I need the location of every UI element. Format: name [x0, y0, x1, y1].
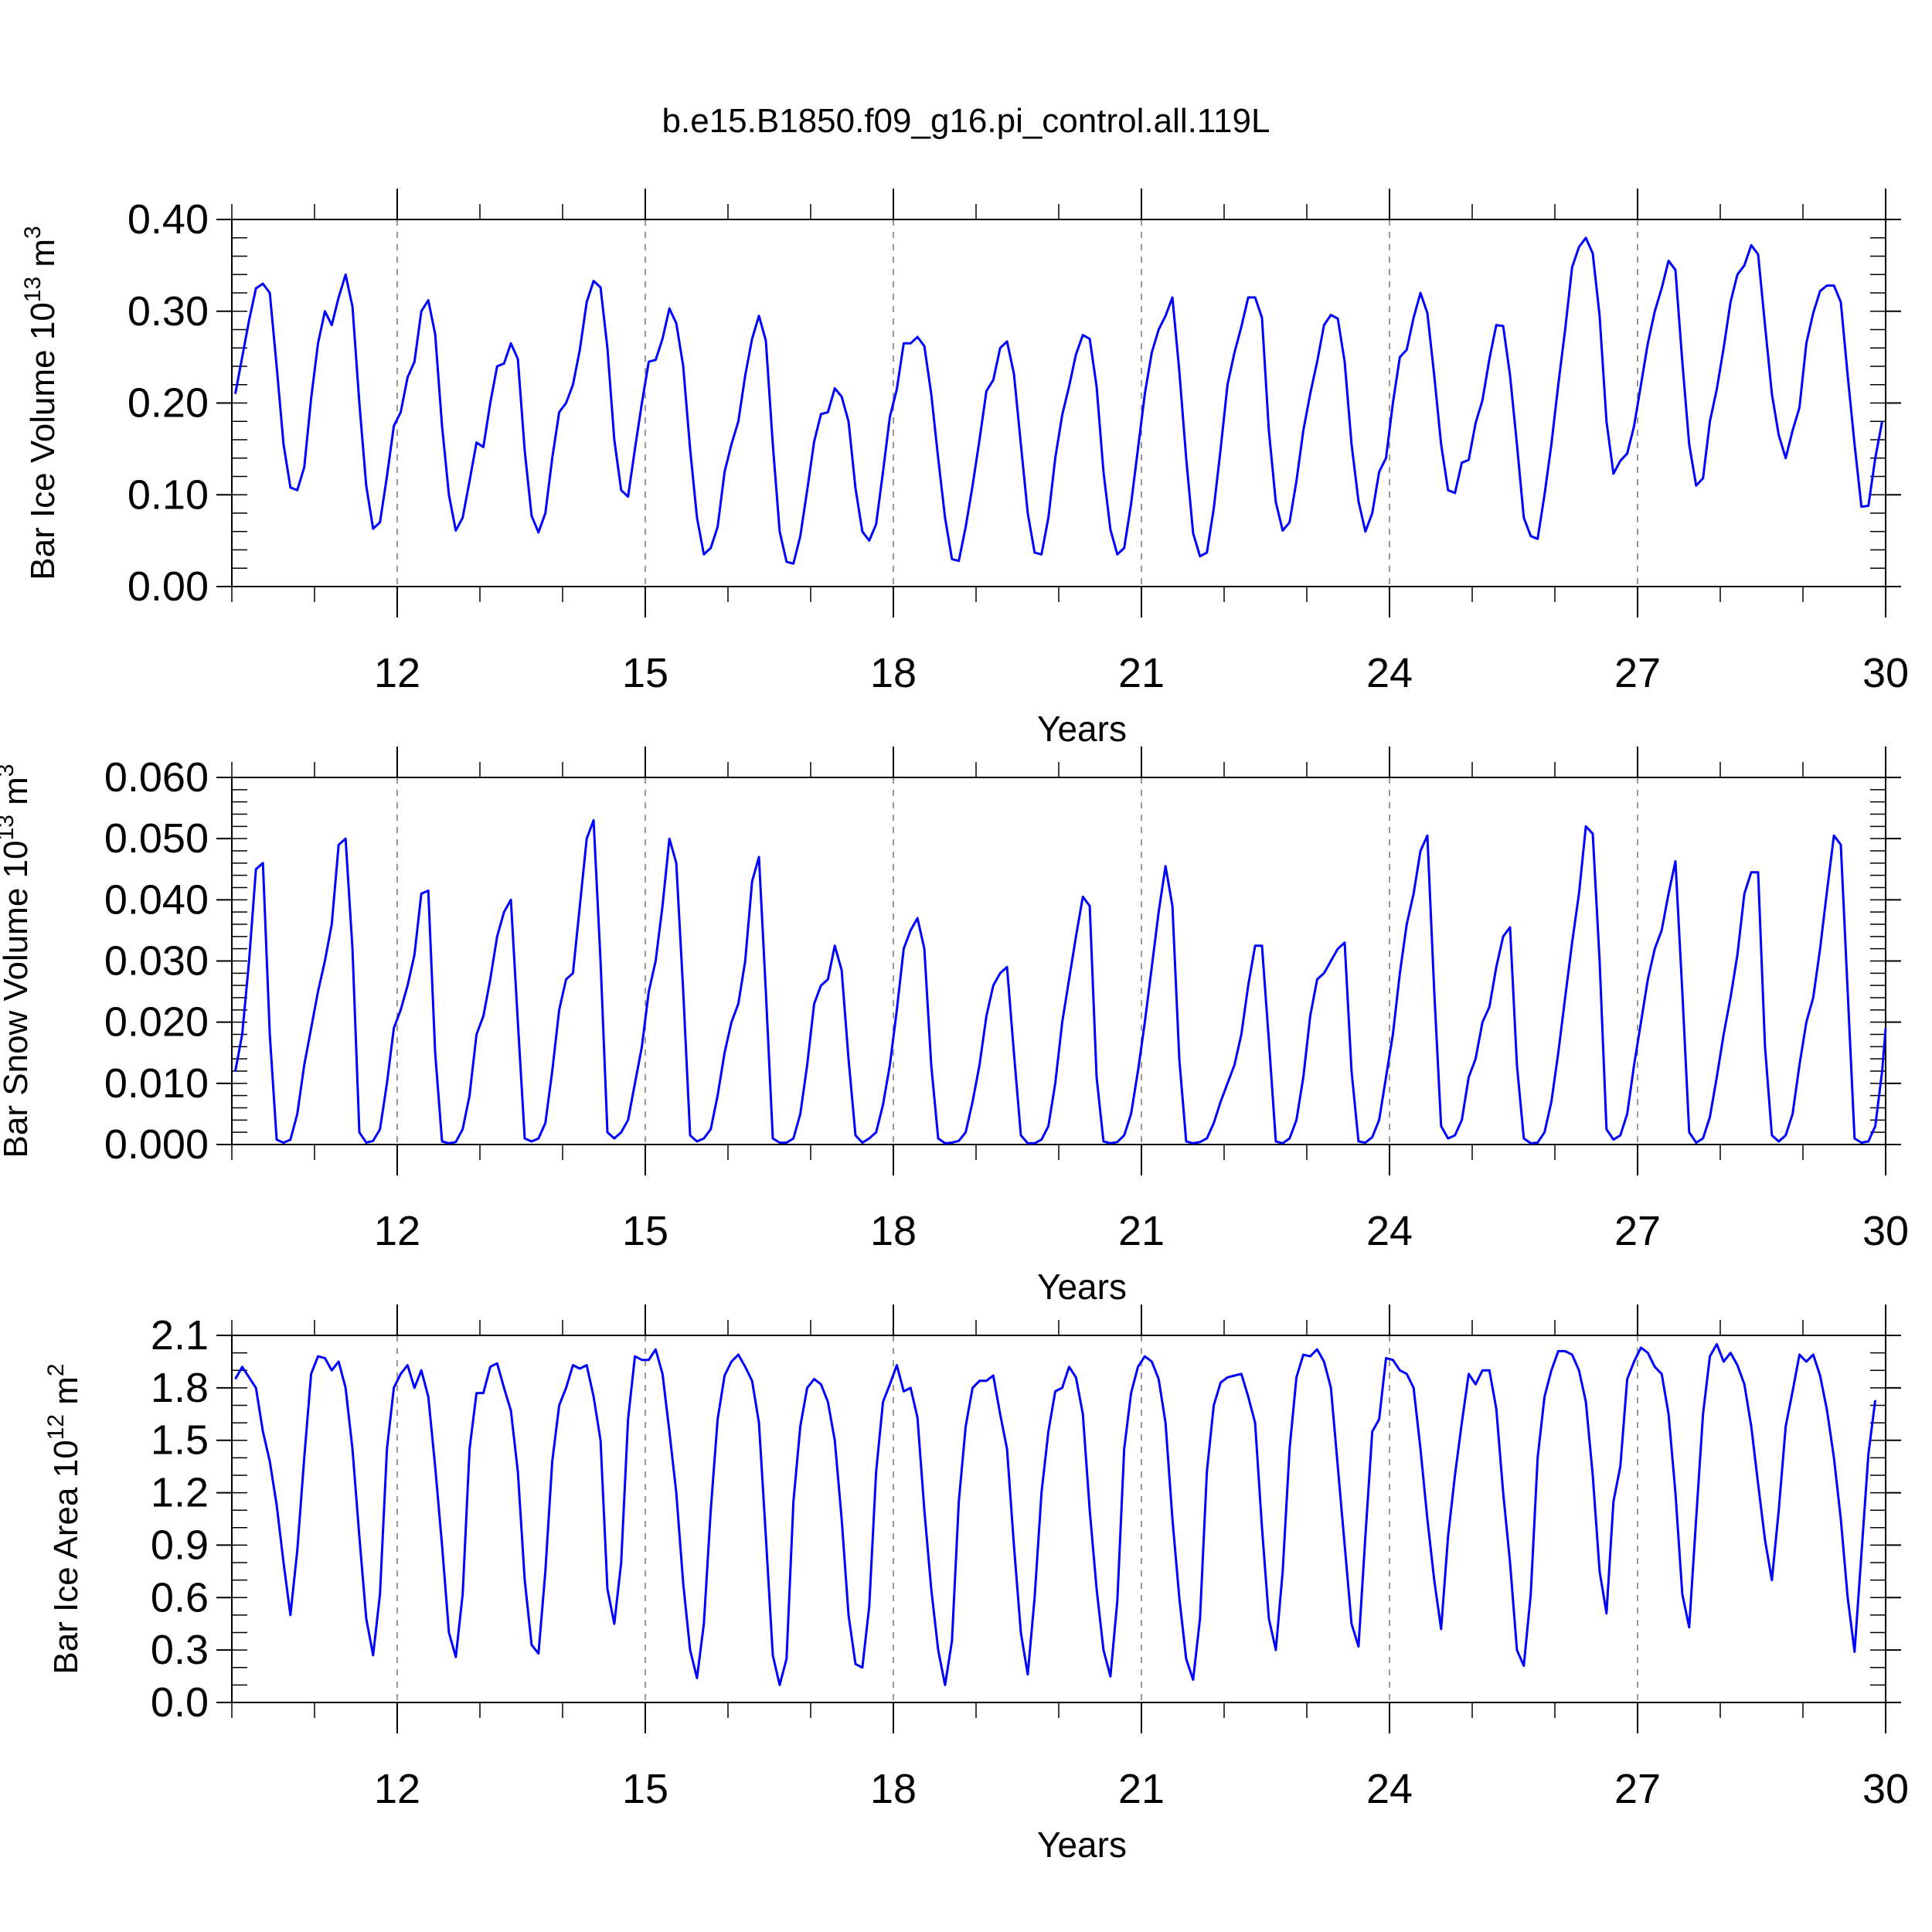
x-tick-label: 27: [1614, 1208, 1661, 1254]
y-tick-label: 0.040: [104, 876, 209, 923]
x-tick-label: 15: [622, 1766, 668, 1812]
series-line: [234, 1342, 1877, 1686]
x-tick-label: 27: [1614, 650, 1661, 696]
x-tick-label: 21: [1118, 1766, 1165, 1812]
panel-1: 0.00 0.10 0.20 0.30 0.40 12 15 18 21 24 27 30 Years B…: [20, 189, 1909, 749]
x-tick-label: 15: [622, 650, 668, 696]
y-tick-label: 0.10: [128, 471, 209, 518]
x-tick-label: 18: [870, 650, 917, 696]
x-tick-label: 18: [870, 1208, 917, 1254]
y-tick-label: 0.6: [151, 1574, 209, 1621]
y-tick-label: 0.40: [128, 196, 209, 243]
y-tick-label: 0.060: [104, 754, 209, 801]
y-tick-label: 0.3: [151, 1627, 209, 1673]
x-axis-label: Years: [1037, 709, 1127, 749]
x-axis-label: Years: [1037, 1825, 1127, 1865]
panel-3: 0.0 0.3 0.6 0.9 1.2 1.5 1.8 2.1 12 15 18 21 24 27 30 Ye…: [43, 1304, 1909, 1865]
y-axis-label: Bar Snow Volume 1013 m3: [0, 764, 35, 1158]
panel-2: 0.000 0.010 0.020 0.030 0.040 0.050 0.060 12 15 1…: [0, 747, 1909, 1307]
y-tick-label: 0.30: [128, 288, 209, 335]
x-tick-label: 12: [374, 650, 420, 696]
y-tick-label: 1.5: [151, 1417, 209, 1464]
x-tick-label: 15: [622, 1208, 668, 1254]
y-tick-label: 0.000: [104, 1121, 209, 1168]
x-tick-label: 30: [1862, 650, 1909, 696]
y-tick-label: 0.0: [151, 1679, 209, 1726]
x-tick-label: 24: [1366, 1208, 1413, 1254]
x-tick-label: 27: [1614, 1766, 1661, 1812]
x-tick-label: 24: [1366, 650, 1413, 696]
x-tick-label: 12: [374, 1766, 420, 1812]
y-axis-label: Bar Ice Area 1012 m2: [43, 1363, 85, 1674]
y-tick-label: 0.20: [128, 380, 209, 427]
x-axis-label: Years: [1037, 1267, 1127, 1307]
series-line: [234, 236, 1883, 565]
y-tick-label: 0.020: [104, 999, 209, 1046]
y-tick-label: 0.00: [128, 563, 209, 610]
x-tick-label: 30: [1862, 1766, 1909, 1812]
x-tick-label: 12: [374, 1208, 420, 1254]
y-tick-label: 2.1: [151, 1312, 209, 1359]
y-axis-label: Bar Ice Volume 1013 m3: [20, 226, 62, 580]
series-line: [234, 818, 1887, 1145]
x-tick-label: 24: [1366, 1766, 1413, 1812]
y-tick-label: 0.010: [104, 1060, 209, 1107]
y-tick-label: 1.2: [151, 1470, 209, 1516]
y-tick-label: 0.030: [104, 938, 209, 985]
figure-title: b.e15.B1850.f09_g16.pi_control.all.119L: [662, 102, 1270, 140]
y-tick-label: 0.9: [151, 1522, 209, 1568]
x-tick-label: 21: [1118, 1208, 1165, 1254]
x-tick-label: 30: [1862, 1208, 1909, 1254]
y-tick-label: 1.8: [151, 1365, 209, 1411]
x-tick-label: 18: [870, 1766, 917, 1812]
y-tick-label: 0.050: [104, 815, 209, 862]
x-tick-label: 21: [1118, 650, 1165, 696]
